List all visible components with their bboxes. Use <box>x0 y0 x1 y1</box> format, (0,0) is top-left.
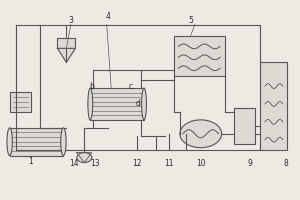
Bar <box>234 108 254 144</box>
Text: d: d <box>136 99 140 108</box>
Bar <box>57 38 75 48</box>
Bar <box>260 62 287 150</box>
Bar <box>174 36 225 76</box>
Bar <box>90 88 144 120</box>
Text: 11: 11 <box>165 159 174 168</box>
Polygon shape <box>57 48 75 62</box>
Text: 5: 5 <box>188 16 193 25</box>
Text: 13: 13 <box>90 159 100 168</box>
Ellipse shape <box>7 128 12 156</box>
Text: b: b <box>89 82 94 91</box>
Text: 1: 1 <box>28 157 33 166</box>
Ellipse shape <box>142 88 146 120</box>
Text: 3: 3 <box>68 16 73 25</box>
Ellipse shape <box>61 128 66 156</box>
Text: 4: 4 <box>106 12 111 21</box>
Ellipse shape <box>88 88 93 120</box>
Bar <box>10 128 63 156</box>
Text: 9: 9 <box>248 159 253 168</box>
Bar <box>10 92 31 112</box>
Circle shape <box>180 120 222 148</box>
Text: 14: 14 <box>69 159 79 168</box>
Text: 10: 10 <box>196 159 206 168</box>
Text: c: c <box>128 82 133 91</box>
Circle shape <box>77 153 92 163</box>
Text: 12: 12 <box>132 159 141 168</box>
Text: 8: 8 <box>284 159 288 168</box>
